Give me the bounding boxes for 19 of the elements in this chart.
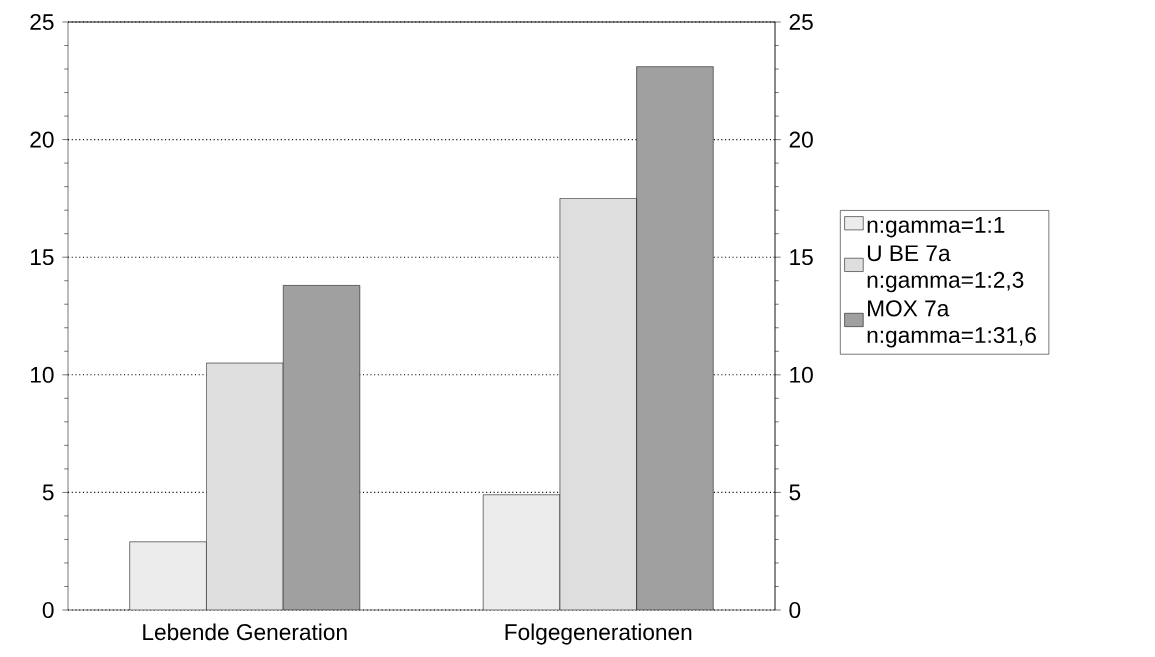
y-tick-label: 10 [31,366,54,383]
bar [636,66,714,610]
y2-tick-label: 20 [789,131,813,148]
y2-tick-label: 0 [789,601,801,619]
legend-label: MOX 7a n:gamma=1:31,6 [867,300,1036,348]
y-tick-label: 5 [42,484,54,501]
x-tick-label: Folgegenerationen [505,623,692,645]
y2-tick-label: 10 [790,366,813,383]
y2-tick-label: 25 [789,13,813,31]
x-tick-label: Lebende Generation [143,623,347,641]
y-tick-label: 25 [30,13,54,31]
y-tick-label: 0 [42,601,54,619]
legend-label: n:gamma=1:1 [867,217,1005,238]
y-tick-label: 15 [31,249,54,266]
legend-label: U BE 7a n:gamma=1:2,3 [867,245,1024,293]
y2-tick-label: 5 [789,484,801,501]
bar [282,285,361,610]
y-tick-label: 20 [30,131,54,148]
y2-tick-label: 15 [790,249,813,266]
